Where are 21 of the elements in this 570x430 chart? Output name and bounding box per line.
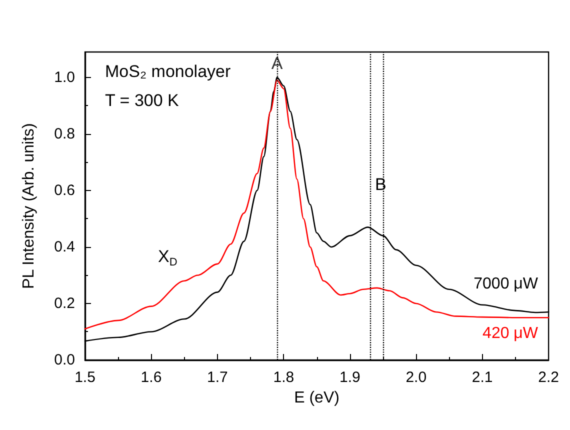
y-tick-label: 0.8: [54, 125, 75, 142]
y-tick-label: 0.2: [54, 294, 75, 312]
series-label: 420 μW: [482, 325, 539, 342]
y-tick-label: 0.0: [54, 352, 75, 368]
x-tick-label: 2.2: [538, 369, 560, 386]
x-tick-label: 2.0: [406, 369, 427, 386]
text: T = 300 K: [105, 91, 180, 110]
x-tick-label: 1.8: [273, 369, 294, 386]
text: MoS₂ monolayer: [105, 62, 231, 81]
series-label: 7000 μW: [474, 275, 539, 292]
annotation: A: [271, 54, 284, 73]
x-tick-label: 2.1: [472, 369, 493, 386]
x-tick-label: 1.7: [207, 369, 228, 386]
y-axis-title: PL Intensity (Arb. units): [20, 123, 38, 289]
y-tick-label: 0.6: [54, 182, 75, 199]
x-tick-label: 1.6: [140, 369, 162, 386]
x-tick-label: 1.5: [74, 369, 96, 386]
x-tick-label: 1.9: [339, 369, 360, 386]
x-axis-title: E (eV): [294, 390, 340, 406]
y-tick-label: 0.4: [54, 238, 75, 256]
y-tick-label: 1.0: [54, 68, 75, 86]
